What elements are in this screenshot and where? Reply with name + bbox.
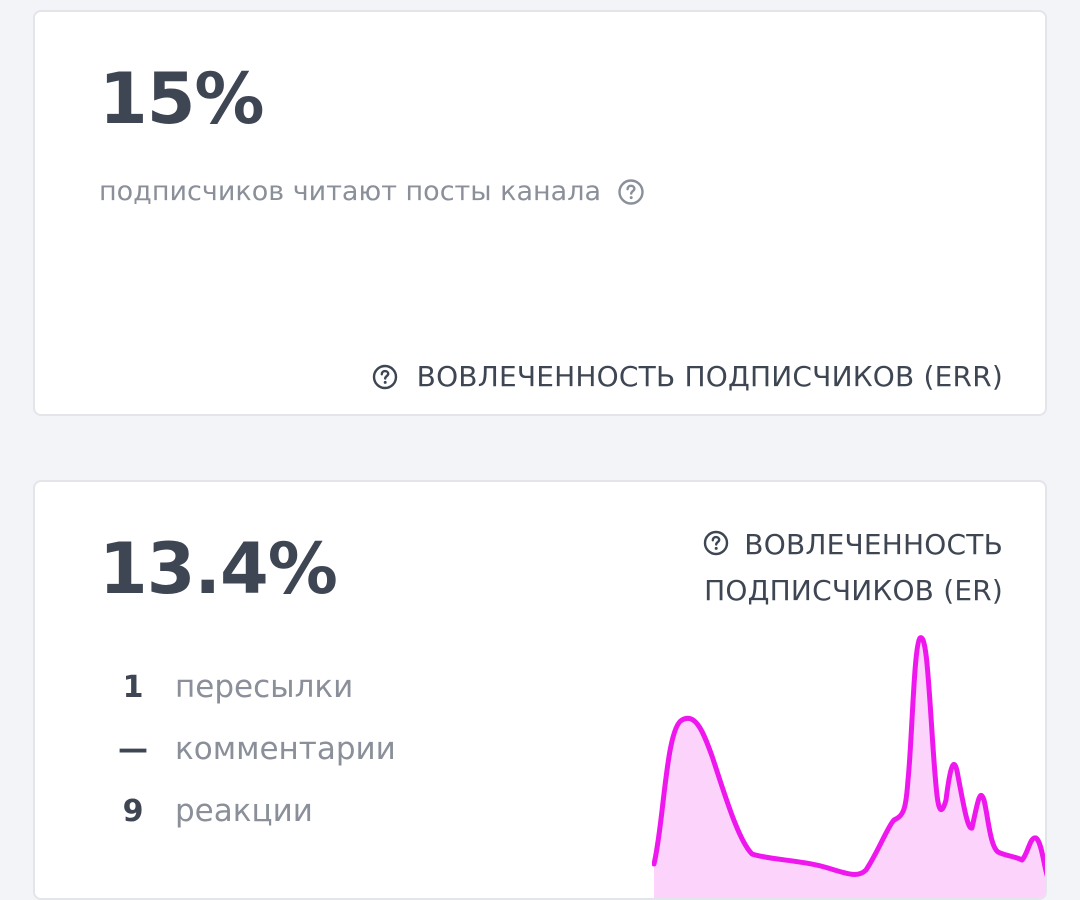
er-value: 13.4% xyxy=(99,528,338,610)
er-metric-caption: ВОВЛЕЧЕННОСТЬ ПОДПИСЧИКОВ (ER) xyxy=(643,522,1003,614)
question-circle-icon[interactable] xyxy=(617,178,645,206)
er-caption-text: ВОВЛЕЧЕННОСТЬ ПОДПИСЧИКОВ (ER) xyxy=(704,528,1003,607)
question-circle-icon[interactable] xyxy=(702,529,730,557)
err-card: 15% подписчиков читают посты канала ВОВЛ… xyxy=(33,10,1047,416)
question-circle-icon[interactable] xyxy=(371,363,399,391)
err-caption-text: ВОВЛЕЧЕННОСТЬ ПОДПИСЧИКОВ (ERR) xyxy=(416,360,1003,393)
stat-label-forwards: пересылки xyxy=(175,669,354,705)
err-metric-caption: ВОВЛЕЧЕННОСТЬ ПОДПИСЧИКОВ (ERR) xyxy=(371,354,1003,400)
stat-label-reactions: реакции xyxy=(175,793,313,829)
stat-row-reactions: 9 реакции xyxy=(91,780,396,842)
err-description-row: подписчиков читают посты канала xyxy=(99,176,645,207)
sparkline-area xyxy=(654,637,1045,898)
er-stats-list: 1 пересылки — комментарии 9 реакции xyxy=(91,656,396,842)
er-card: 13.4% ВОВЛЕЧЕННОСТЬ ПОДПИСЧИКОВ (ER) 1 п… xyxy=(33,480,1047,900)
stat-value-comments: — xyxy=(118,731,148,767)
stat-value-forwards: 1 xyxy=(122,669,144,705)
sparkline-line xyxy=(652,635,1045,877)
stat-label-comments: комментарии xyxy=(175,731,396,767)
stat-value-reactions: 9 xyxy=(122,793,144,829)
stat-row-forwards: 1 пересылки xyxy=(91,656,396,718)
err-value: 15% xyxy=(99,58,265,140)
stat-row-comments: — комментарии xyxy=(91,718,396,780)
err-description: подписчиков читают посты канала xyxy=(99,176,602,207)
er-sparkline-chart xyxy=(652,635,1045,898)
